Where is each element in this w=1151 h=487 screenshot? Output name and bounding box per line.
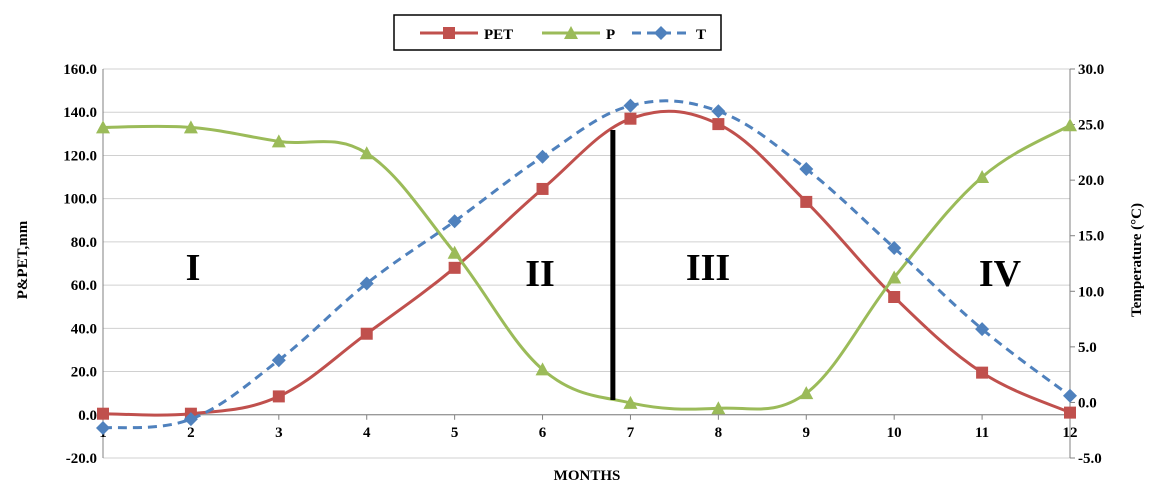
y-right-tick-label: 15.0 xyxy=(1078,229,1104,245)
region-label-1: I xyxy=(186,247,201,289)
grid xyxy=(103,68,1070,459)
series-line-p xyxy=(102,123,1071,411)
y-axis-right-title: Temperature (°C) xyxy=(1129,203,1145,317)
legend-p-label: P xyxy=(606,27,615,43)
x-tick-label: 5 xyxy=(451,425,459,441)
point-pet xyxy=(888,290,901,303)
y-left-tick-label: 160.0 xyxy=(63,62,97,78)
x-tick-label: 8 xyxy=(715,425,723,441)
point-pet xyxy=(976,366,989,379)
point-pet xyxy=(624,112,637,125)
legend-t-marker xyxy=(654,26,668,40)
y-right-tick-label: 5.0 xyxy=(1078,340,1097,356)
point-t xyxy=(1063,388,1077,403)
point-pet xyxy=(448,261,461,274)
point-pet xyxy=(800,195,813,208)
y-left-tick-label: 40.0 xyxy=(71,321,97,337)
point-t xyxy=(359,276,374,291)
point-p xyxy=(447,245,462,259)
x-tick-label: 10 xyxy=(887,425,902,441)
point-t xyxy=(271,353,286,368)
point-p xyxy=(887,270,902,284)
x-tick-label: 4 xyxy=(363,425,371,441)
y-right-tick-label: 30.0 xyxy=(1078,62,1104,78)
series-line-pet xyxy=(102,109,1071,417)
y-left-tick-label: -20.0 xyxy=(66,451,97,467)
x-axis-title: MONTHS xyxy=(554,468,621,482)
y-right-tick-label: -5.0 xyxy=(1078,451,1102,467)
point-p xyxy=(96,120,110,134)
legend: PET P T xyxy=(393,14,722,51)
point-p xyxy=(359,146,374,160)
x-tick-label: 9 xyxy=(803,425,811,441)
point-p xyxy=(535,362,550,376)
region-label-4: IV xyxy=(979,253,1022,295)
x-tick-label: 12 xyxy=(1063,425,1078,441)
point-p xyxy=(623,395,638,409)
point-t xyxy=(711,104,726,119)
point-pet xyxy=(360,327,373,340)
y-left-tick-label: 60.0 xyxy=(71,278,97,294)
point-p xyxy=(975,170,990,184)
point-pet xyxy=(712,118,725,131)
region-label-2: II xyxy=(525,253,555,295)
x-tick-label: 11 xyxy=(975,425,989,441)
region-label-3: III xyxy=(686,247,730,289)
point-t xyxy=(887,240,902,255)
x-tick-label: 6 xyxy=(539,425,547,441)
y-left-tick-label: 120.0 xyxy=(63,148,97,164)
point-t xyxy=(623,98,638,113)
y-axis-left-title: P&PET,mm xyxy=(15,220,31,299)
point-p xyxy=(1063,118,1077,132)
point-t xyxy=(183,412,198,427)
y-left-tick-label: 20.0 xyxy=(71,365,97,381)
y-right-tick-label: 25.0 xyxy=(1078,118,1104,134)
point-t xyxy=(799,162,814,177)
point-t xyxy=(447,214,462,229)
point-t xyxy=(975,322,990,337)
y-left-tick-label: 140.0 xyxy=(63,105,97,121)
y-right-tick-label: 0.0 xyxy=(1078,395,1097,411)
annotations: I II III IV xyxy=(186,130,1022,400)
y-left-tick-label: 80.0 xyxy=(71,235,97,251)
legend-p-marker xyxy=(564,26,578,39)
y-left-tick-label: 0.0 xyxy=(78,408,97,424)
point-t xyxy=(535,149,550,164)
series-layer xyxy=(96,98,1077,435)
x-tick-label: 2 xyxy=(187,425,195,441)
point-pet xyxy=(272,390,285,403)
y-left-tick-label: 100.0 xyxy=(63,192,97,208)
point-pet xyxy=(536,182,549,195)
legend-pet-label: PET xyxy=(484,27,513,43)
legend-t-label: T xyxy=(696,27,706,43)
series-line-t xyxy=(102,99,1071,430)
point-pet xyxy=(1064,406,1076,419)
point-p xyxy=(799,386,814,400)
point-p xyxy=(711,401,726,415)
point-t xyxy=(96,420,110,435)
legend-pet-marker xyxy=(443,27,455,39)
point-pet xyxy=(97,407,109,420)
x-tick-label: 3 xyxy=(275,425,283,441)
x-tick-label: 7 xyxy=(627,425,635,441)
axes: -20.00.020.040.060.080.0100.0120.0140.01… xyxy=(63,62,1104,467)
point-p xyxy=(183,120,198,134)
y-right-tick-label: 20.0 xyxy=(1078,173,1104,189)
point-p xyxy=(271,134,286,148)
y-right-tick-label: 10.0 xyxy=(1078,284,1104,300)
